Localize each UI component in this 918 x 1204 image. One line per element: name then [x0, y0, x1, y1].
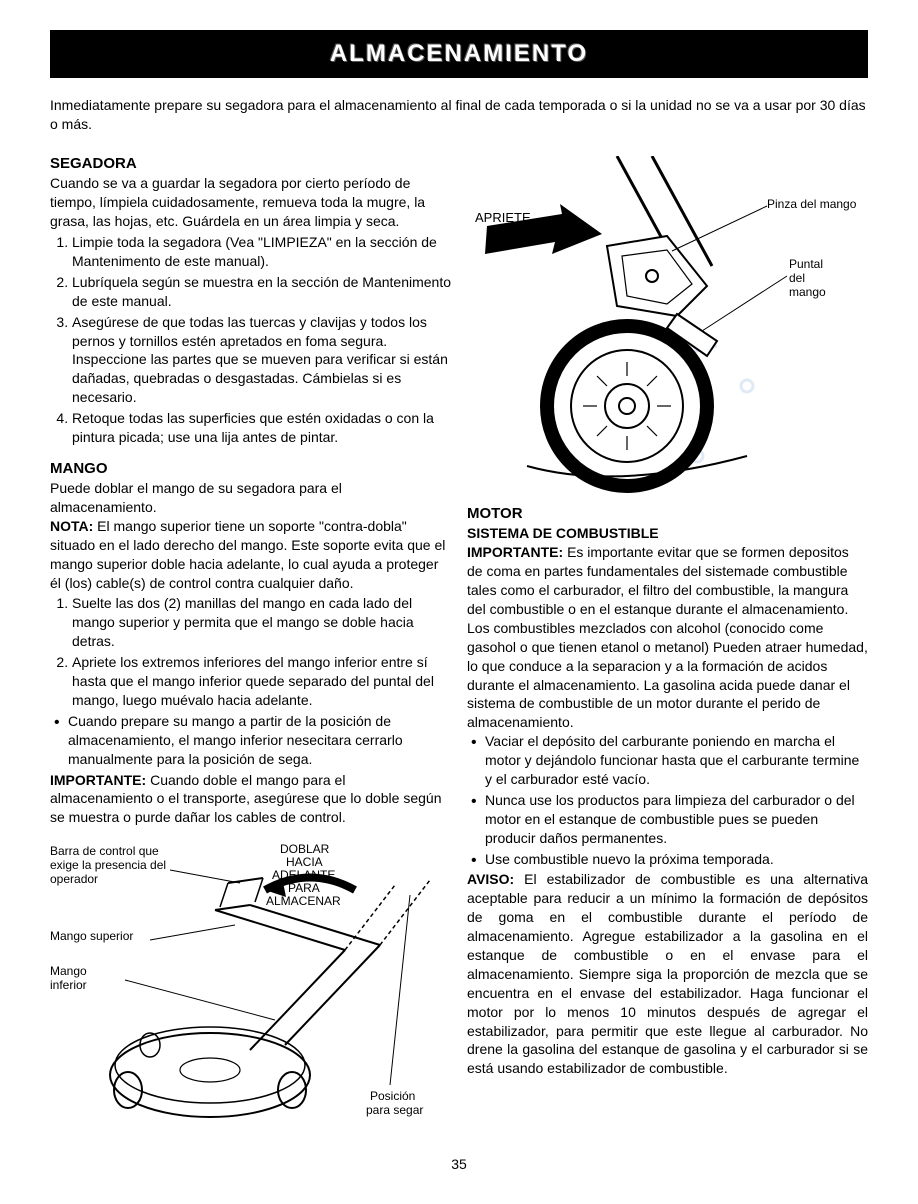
mango-lead: Puede doblar el mango de su segadora par…: [50, 479, 451, 517]
segadora-list: Limpie toda la segadora (Vea "LIMPIEZA" …: [50, 233, 451, 447]
segadora-lead: Cuando se va a guardar la segadora por c…: [50, 174, 451, 231]
fig2-label-pinza: Pinza del mango: [767, 197, 857, 211]
mango-bullet: Cuando prepare su mango a partir de la p…: [50, 712, 451, 769]
mango-importante: IMPORTANTE: Cuando doble el mango para e…: [50, 771, 451, 828]
left-column: SEGADORA Cuando se va a guardar la segad…: [50, 148, 451, 1143]
fig1-label-posicion: Posición para segar: [366, 1089, 423, 1117]
motor-bullet: Vaciar el depósito del carburante ponien…: [467, 732, 868, 789]
mango-bullets: Cuando prepare su mango a partir de la p…: [50, 712, 451, 769]
right-column: APRIETE Pinza del mango Puntal del mango…: [467, 148, 868, 1143]
segadora-item: Retoque todas las superficies que estén …: [72, 409, 451, 447]
segadora-title: SEGADORA: [50, 154, 451, 174]
motor-subtitle: SISTEMA DE COMBUSTIBLE: [467, 524, 868, 543]
page-header: ALMACENAMIENTO: [50, 30, 868, 78]
segadora-item: Limpie toda la segadora (Vea "LIMPIEZA" …: [72, 233, 451, 271]
page-number: 35: [50, 1155, 868, 1174]
mango-nota: NOTA: El mango superior tiene un soporte…: [50, 517, 451, 593]
figure-wheel-clamp: APRIETE Pinza del mango Puntal del mango: [467, 156, 868, 496]
fig1-label-barra: Barra de control que exige la presencia …: [50, 844, 169, 886]
aviso-text: El estabilizador de combustible es una a…: [467, 871, 868, 1076]
motor-aviso: AVISO: El estabilizador de combustible e…: [467, 870, 868, 1078]
mango-title: MANGO: [50, 459, 451, 479]
aviso-label: AVISO:: [467, 871, 514, 887]
fig2-label-apriete: APRIETE: [475, 210, 531, 225]
segadora-item: Lubríquela según se muestra en la secció…: [72, 273, 451, 311]
intro-text: Inmediatamente prepare su segadora para …: [50, 96, 868, 134]
mango-list: Suelte las dos (2) manillas del mango en…: [50, 594, 451, 709]
mango-item: Suelte las dos (2) manillas del mango en…: [72, 594, 451, 651]
figure-mower-fold: Barra de control que exige la presencia …: [50, 835, 451, 1135]
fig1-label-mango-sup: Mango superior: [50, 929, 133, 943]
motor-importante-text: Es importante evitar que se formen depos…: [467, 544, 868, 730]
nota-text: El mango superior tiene un soporte "cont…: [50, 518, 445, 591]
motor-bullet: Use combustible nuevo la próxima tempora…: [467, 850, 868, 869]
fig1-label-doblar: DOBLAR HACIA ADELANTE PARA ALMACENAR: [266, 842, 341, 908]
importante-label: IMPORTANTE:: [50, 772, 146, 788]
fig2-label-puntal: Puntal del mango: [789, 257, 826, 299]
motor-importante: IMPORTANTE: Es importante evitar que se …: [467, 543, 868, 732]
motor-title: MOTOR: [467, 504, 868, 524]
segadora-item: Asegúrese de que todas las tuercas y cla…: [72, 313, 451, 407]
motor-bullets: Vaciar el depósito del carburante ponien…: [467, 732, 868, 868]
motor-importante-label: IMPORTANTE:: [467, 544, 563, 560]
motor-bullet: Nunca use los productos para limpieza de…: [467, 791, 868, 848]
mango-item: Apriete los extremos inferiores del mang…: [72, 653, 451, 710]
content-columns: SEGADORA Cuando se va a guardar la segad…: [50, 148, 868, 1143]
nota-label: NOTA:: [50, 518, 93, 534]
fig1-label-mango-inf: Mango inferior: [50, 964, 90, 992]
